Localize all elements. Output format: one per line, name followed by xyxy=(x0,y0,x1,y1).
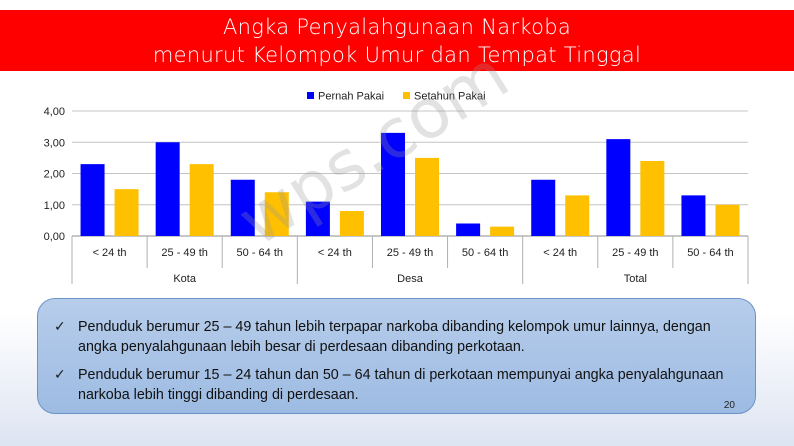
bar-pernah-pakai xyxy=(80,164,105,236)
category-label: < 24 th xyxy=(543,247,577,259)
category-label: 50 - 64 th xyxy=(687,247,733,259)
legend-swatch-setahun-pakai xyxy=(403,92,410,99)
bar-pernah-pakai xyxy=(155,142,180,236)
group-label: Kota xyxy=(173,273,197,285)
bar-pernah-pakai xyxy=(606,139,631,236)
note-text-1: Penduduk berumur 25 – 49 tahun lebih ter… xyxy=(78,319,711,355)
bar-setahun-pakai xyxy=(114,189,139,236)
category-label: 25 - 49 th xyxy=(387,247,433,259)
group-label: Total xyxy=(624,273,647,285)
checkmark-icon: ✓ xyxy=(54,319,66,335)
y-tick-label: 4,00 xyxy=(44,106,65,118)
y-tick-label: 0,00 xyxy=(44,231,65,243)
bar-setahun-pakai xyxy=(490,226,515,236)
bar-pernah-pakai xyxy=(681,195,706,236)
group-label: Desa xyxy=(397,273,424,285)
checkmark-icon: ✓ xyxy=(54,367,66,383)
notes-box: ✓ Penduduk berumur 25 – 49 tahun lebih t… xyxy=(37,298,756,414)
note-text-2: Penduduk berumur 15 – 24 tahun dan 50 – … xyxy=(78,367,724,403)
bar-setahun-pakai xyxy=(565,195,590,236)
page-number: 20 xyxy=(723,400,735,411)
bar-pernah-pakai xyxy=(531,179,556,236)
y-tick-label: 3,00 xyxy=(44,137,65,149)
bar-pernah-pakai xyxy=(381,132,405,236)
bar-pernah-pakai xyxy=(305,201,330,236)
category-label: 50 - 64 th xyxy=(237,247,283,259)
bar-pernah-pakai xyxy=(456,223,481,236)
slide-title-line-1: Angka Penyalahgunaan Narkoba xyxy=(222,15,572,39)
bar-setahun-pakai xyxy=(415,157,439,236)
category-label: < 24 th xyxy=(93,247,127,259)
category-label: 25 - 49 th xyxy=(612,247,658,259)
bar-chart: 0,00 1,00 2,00 3,00 4,00 < 24 th 25 - 49 th 50 … xyxy=(44,91,749,285)
note-bullet-1: ✓ Penduduk berumur 25 – 49 tahun lebih t… xyxy=(54,317,735,357)
bar-setahun-pakai xyxy=(640,161,665,236)
title-bar: Angka Penyalahgunaan Narkoba menurut Kel… xyxy=(0,10,794,71)
y-tick-label: 1,00 xyxy=(44,200,65,212)
bar-setahun-pakai xyxy=(715,204,740,236)
y-tick-label: 2,00 xyxy=(44,169,65,181)
legend-label: Setahun Pakai xyxy=(414,91,486,103)
category-label: 25 - 49 th xyxy=(161,247,207,259)
bar-setahun-pakai xyxy=(189,164,214,236)
slide-title-line-2: menurut Kelompok Umur dan Tempat Tinggal xyxy=(152,43,642,67)
legend-swatch-pernah-pakai xyxy=(307,92,314,99)
category-label: < 24 th xyxy=(318,247,352,259)
note-bullet-2: ✓ Penduduk berumur 15 – 24 tahun dan 50 … xyxy=(54,365,735,405)
bar-setahun-pakai xyxy=(339,211,364,236)
legend-label: Pernah Pakai xyxy=(318,91,384,103)
bar-pernah-pakai xyxy=(230,179,255,236)
bar-setahun-pakai xyxy=(264,192,289,236)
category-label: 50 - 64 th xyxy=(462,247,508,259)
